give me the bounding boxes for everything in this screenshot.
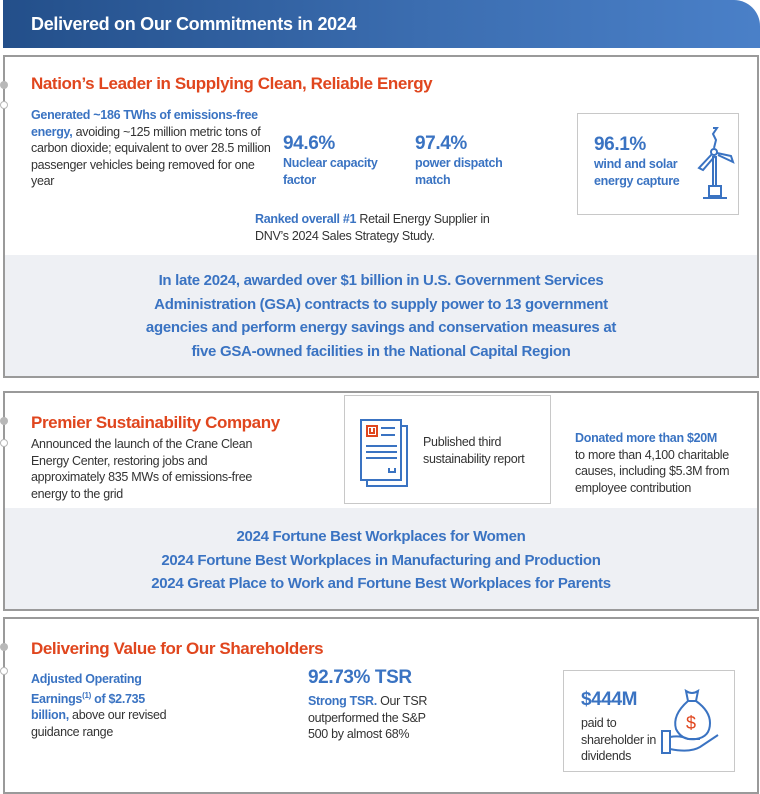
band-line: five GSA-owned facilities in the Nationa… [191, 342, 571, 360]
stat-value: 92.73% TSR [308, 667, 412, 688]
awards-band: 2024 Fortune Best Workplaces for Women 2… [5, 508, 757, 609]
timeline-dot-icon [0, 417, 8, 425]
timeline-dot-icon [0, 667, 8, 675]
stat-value: 96.1% [594, 134, 646, 155]
ranked-text: Ranked overall #1 Retail Energy Supplier… [255, 211, 525, 244]
tsr-text: Strong TSR. Our TSR outperformed the S&P… [308, 693, 448, 743]
stat-nuclear: 94.6% Nuclear capacity factor [283, 133, 403, 189]
band-line: 2024 Great Place to Work and Fortune Bes… [151, 575, 611, 592]
generated-rest: avoiding ~125 million metric tons of car… [31, 124, 271, 189]
ranked-rest: Retail Energy Supplier in DNV’s 2024 Sal… [255, 212, 490, 243]
gsa-band: In late 2024, awarded over $1 billion in… [5, 255, 757, 376]
report-box: Published third sustainability report [344, 395, 551, 504]
report-text: Published third sustainability report [423, 435, 525, 466]
header-banner: Delivered on Our Commitments in 2024 [3, 0, 760, 48]
wind-turbine-icon [697, 127, 735, 199]
band-line: In late 2024, awarded over $1 billion in… [158, 272, 604, 289]
stat-label: Nuclear capacity factor [283, 156, 378, 187]
timeline-dot-icon [0, 101, 8, 109]
stat-label: power dispatch match [415, 156, 503, 187]
section-title: Premier Sustainability Company [31, 413, 280, 432]
band-line: agencies and perform energy savings and … [145, 319, 617, 336]
earnings-rest: above our revised guidance range [31, 708, 167, 739]
section-title: Delivering Value for Our Shareholders [31, 639, 324, 658]
stat-value: $444M [581, 689, 638, 710]
earnings-text: Adjusted Operating Earnings(1) of $2.735… [31, 671, 181, 740]
stat-value: 97.4% [415, 133, 467, 154]
footnote-marker: (1) [82, 690, 91, 700]
stat-box-wind-solar: 96.1% wind and solar energy capture [577, 113, 739, 215]
ranked-bold: Ranked overall #1 [255, 212, 357, 226]
dividend-box: $444M paid to shareholder in dividends $ [563, 670, 735, 772]
stat-label: wind and solar energy capture [594, 157, 680, 188]
timeline-dot-icon [0, 81, 8, 89]
section-clean-energy: Nation’s Leader in Supplying Clean, Reli… [0, 55, 759, 378]
section-title: Nation’s Leader in Supplying Clean, Reli… [31, 74, 433, 93]
dividend-label: paid to shareholder in dividends [581, 716, 657, 763]
report-document-icon [360, 419, 408, 487]
timeline-dot-icon [0, 439, 8, 447]
section-sustainability: Premier Sustainability Company Announced… [0, 391, 759, 611]
band-line: 2024 Fortune Best Workplaces in Manufact… [161, 551, 601, 569]
tsr-rest: Our TSR outperformed the S&P 500 by almo… [308, 694, 428, 741]
tsr-bold: Strong TSR. [308, 694, 377, 708]
stat-dispatch: 97.4% power dispatch match [415, 133, 535, 189]
donated-rest: to more than 4,100 charitable causes, in… [575, 447, 730, 495]
band-line: Administration (GSA) contracts to supply… [154, 295, 608, 313]
donated-bold: Donated more than $20M [575, 431, 718, 445]
crane-text: Announced the launch of the Crane Clean … [31, 437, 253, 501]
generated-text: Generated ~186 TWhs of emissions-free en… [31, 107, 271, 190]
section-shareholders: Delivering Value for Our Shareholders Ad… [0, 617, 759, 794]
band-line: 2024 Fortune Best Workplaces for Women [236, 528, 526, 545]
earnings-bold: Adjusted Operating Earnings [31, 672, 142, 706]
stat-value: 94.6% [283, 133, 335, 154]
earnings-bold: of $2.735 billion, [31, 691, 145, 723]
money-bag-hand-icon: $ [661, 688, 719, 754]
svg-text:$: $ [686, 713, 696, 733]
tsr-stat: 92.73% TSR Strong TSR. Our TSR outperform… [308, 667, 448, 743]
timeline-dot-icon [0, 643, 8, 651]
page-title: Delivered on Our Commitments in 2024 [31, 14, 357, 34]
generated-bold: Generated ~186 TWhs of emissions-free en… [31, 108, 258, 139]
donated-text: Donated more than $20M to more than 4,100… [575, 430, 755, 496]
